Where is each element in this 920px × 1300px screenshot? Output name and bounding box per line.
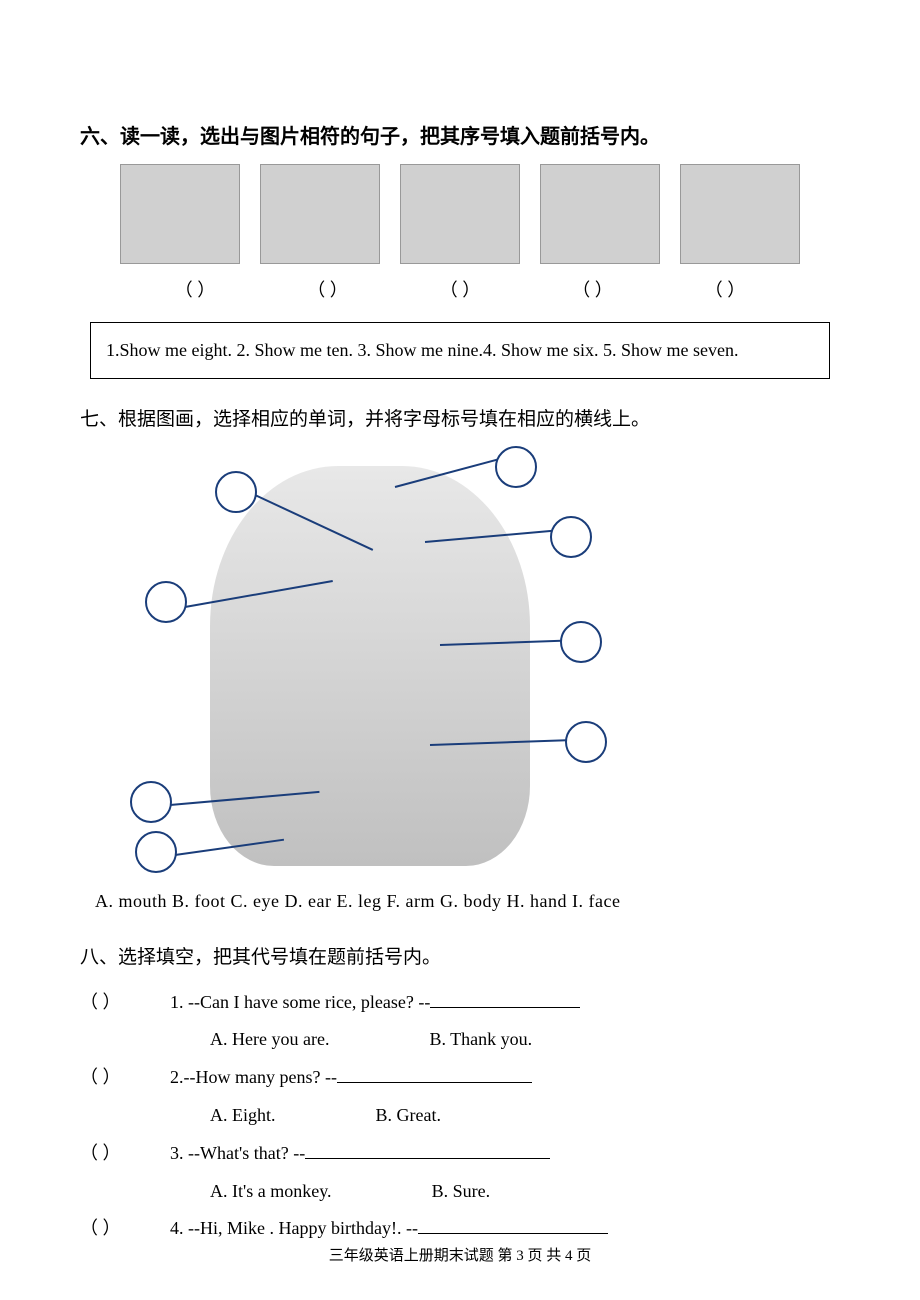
question-text: 3. --What's that? -- — [170, 1135, 840, 1173]
bracket-1: （ ） — [135, 276, 255, 302]
image-1 — [120, 164, 240, 264]
question-text: 4. --Hi, Mike . Happy birthday!. -- — [170, 1210, 840, 1248]
pooh-diagram — [120, 446, 600, 876]
label-circle — [145, 581, 187, 623]
bracket-5: （ ） — [665, 276, 785, 302]
answer-blank — [418, 1233, 608, 1234]
answer-blank — [430, 1007, 580, 1008]
bracket-4: （ ） — [533, 276, 653, 302]
question-bracket: （ ） — [80, 984, 170, 1022]
question-options: A. Here you are. B. Thank you. — [80, 1021, 840, 1059]
label-circle — [560, 621, 602, 663]
label-circle — [215, 471, 257, 513]
option-a: A. It's a monkey. — [210, 1181, 332, 1201]
answer-box: 1.Show me eight. 2. Show me ten. 3. Show… — [90, 322, 830, 379]
question-3: （ ）3. --What's that? -- — [80, 1135, 840, 1173]
option-b: B. Thank you. — [429, 1021, 532, 1059]
question-bracket: （ ） — [80, 1059, 170, 1097]
option-b: B. Great. — [376, 1097, 441, 1135]
question-bracket: （ ） — [80, 1210, 170, 1248]
label-circle — [495, 446, 537, 488]
bracket-3: （ ） — [400, 276, 520, 302]
question-bracket: （ ） — [80, 1135, 170, 1173]
section-6-title: 六、读一读，选出与图片相符的句子，把其序号填入题前括号内。 — [80, 120, 840, 149]
image-3 — [400, 164, 520, 264]
option-b: B. Sure. — [432, 1173, 491, 1211]
section-8-title: 八、选择填空，把其代号填在题前括号内。 — [80, 942, 840, 969]
option-a: A. Here you are. — [210, 1029, 329, 1049]
question-options: A. It's a monkey. B. Sure. — [80, 1173, 840, 1211]
image-2 — [260, 164, 380, 264]
pooh-image — [210, 466, 530, 866]
image-4 — [540, 164, 660, 264]
question-options: A. Eight. B. Great. — [80, 1097, 840, 1135]
bracket-row: （ ） （ ） （ ） （ ） （ ） — [80, 276, 840, 302]
label-circle — [135, 831, 177, 873]
question-2: （ ）2.--How many pens? -- — [80, 1059, 840, 1097]
bracket-2: （ ） — [268, 276, 388, 302]
section-7-title: 七、根据图画，选择相应的单词，并将字母标号填在相应的横线上。 — [80, 404, 840, 431]
image-5 — [680, 164, 800, 264]
image-row — [80, 164, 840, 264]
answer-blank — [337, 1082, 532, 1083]
question-1: （ ）1. --Can I have some rice, please? -- — [80, 984, 840, 1022]
word-options: A. mouth B. foot C. eye D. ear E. leg F.… — [95, 891, 830, 912]
question-text: 1. --Can I have some rice, please? -- — [170, 984, 840, 1022]
answer-blank — [305, 1158, 550, 1159]
question-4: （ ）4. --Hi, Mike . Happy birthday!. -- — [80, 1210, 840, 1248]
label-circle — [550, 516, 592, 558]
label-circle — [130, 781, 172, 823]
option-a: A. Eight. — [210, 1105, 276, 1125]
question-text: 2.--How many pens? -- — [170, 1059, 840, 1097]
page-footer: 三年级英语上册期末试题 第 3 页 共 4 页 — [0, 1244, 920, 1265]
label-circle — [565, 721, 607, 763]
